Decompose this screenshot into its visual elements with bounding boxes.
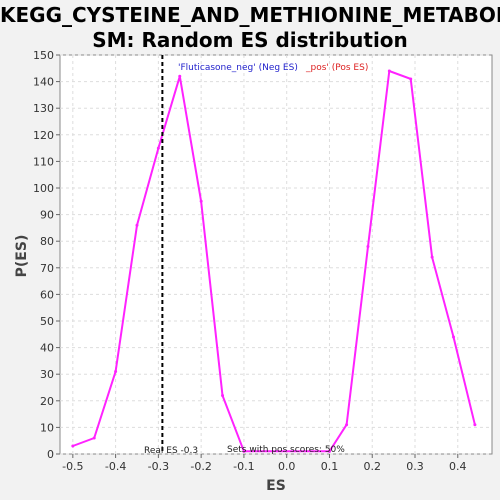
x-tick-label: -0.3: [148, 460, 169, 473]
series-group: [71, 69, 477, 453]
data-point: [242, 449, 246, 453]
data-point: [221, 393, 225, 397]
grid-lines: [60, 54, 492, 455]
y-tick-label: 140: [33, 76, 54, 89]
legend-pos-text: _pos' (Pos ES): [305, 63, 368, 73]
x-tick-label: -0.1: [233, 460, 254, 473]
x-tick-label: 0.3: [406, 460, 424, 473]
y-tick-label: 80: [40, 235, 54, 248]
plot-area: [59, 54, 493, 455]
data-point: [327, 449, 331, 453]
y-tick-label: 50: [40, 315, 54, 328]
y-tick-label: 150: [33, 49, 54, 62]
y-tick-label: 90: [40, 209, 54, 222]
pos-scores-label: Sets with pos scores: 50%: [227, 445, 345, 455]
x-tick-label: -0.4: [105, 460, 126, 473]
data-point: [92, 436, 96, 440]
data-point: [114, 370, 118, 374]
chart-title-line1: KEGG_CYSTEINE_AND_METHIONINE_METABOLI: [0, 3, 500, 27]
y-tick-label: 30: [40, 368, 54, 381]
data-point: [473, 423, 477, 427]
y-tick-label: 20: [40, 395, 54, 408]
data-point: [452, 335, 456, 339]
x-tick-label: 0.1: [321, 460, 339, 473]
data-point: [135, 223, 139, 227]
data-point: [387, 69, 391, 73]
x-axis-ticks: -0.5 -0.4 -0.3 -0.2 -0.1 0.0 0.1 0.2 0.3 0.4: [62, 454, 467, 473]
y-tick-label: 70: [40, 262, 54, 275]
y-tick-label: 130: [33, 102, 54, 115]
x-tick-label: 0.2: [363, 460, 381, 473]
y-tick-label: 100: [33, 182, 54, 195]
y-axis-ticks: 0 10 20 30 40 50 60 70 80 90 100 110 120 130 140 150: [33, 49, 60, 461]
y-tick-label: 120: [33, 129, 54, 142]
x-tick-label: 0.4: [449, 460, 467, 473]
x-tick-label: -0.5: [62, 460, 83, 473]
data-point: [409, 77, 413, 81]
y-tick-label: 0: [47, 448, 54, 461]
y-tick-label: 10: [40, 421, 54, 434]
data-point: [178, 74, 182, 78]
y-axis-label: P(ES): [14, 235, 30, 278]
x-axis-label: ES: [266, 478, 286, 494]
data-point: [156, 146, 160, 150]
legend-neg-text: 'Fluticasone_neg' (Neg ES): [178, 63, 298, 73]
x-tick-label: 0.0: [278, 460, 296, 473]
data-point: [430, 255, 434, 259]
data-point: [366, 245, 370, 249]
x-tick-label: -0.2: [190, 460, 211, 473]
data-point: [71, 444, 75, 448]
y-tick-label: 40: [40, 342, 54, 355]
y-tick-label: 60: [40, 288, 54, 301]
chart-title-line2: SM: Random ES distribution: [92, 28, 408, 52]
data-point: [345, 423, 349, 427]
y-tick-label: 110: [33, 155, 54, 168]
data-point: [199, 199, 203, 203]
real-es-label: Real ES -0.3: [144, 446, 198, 456]
